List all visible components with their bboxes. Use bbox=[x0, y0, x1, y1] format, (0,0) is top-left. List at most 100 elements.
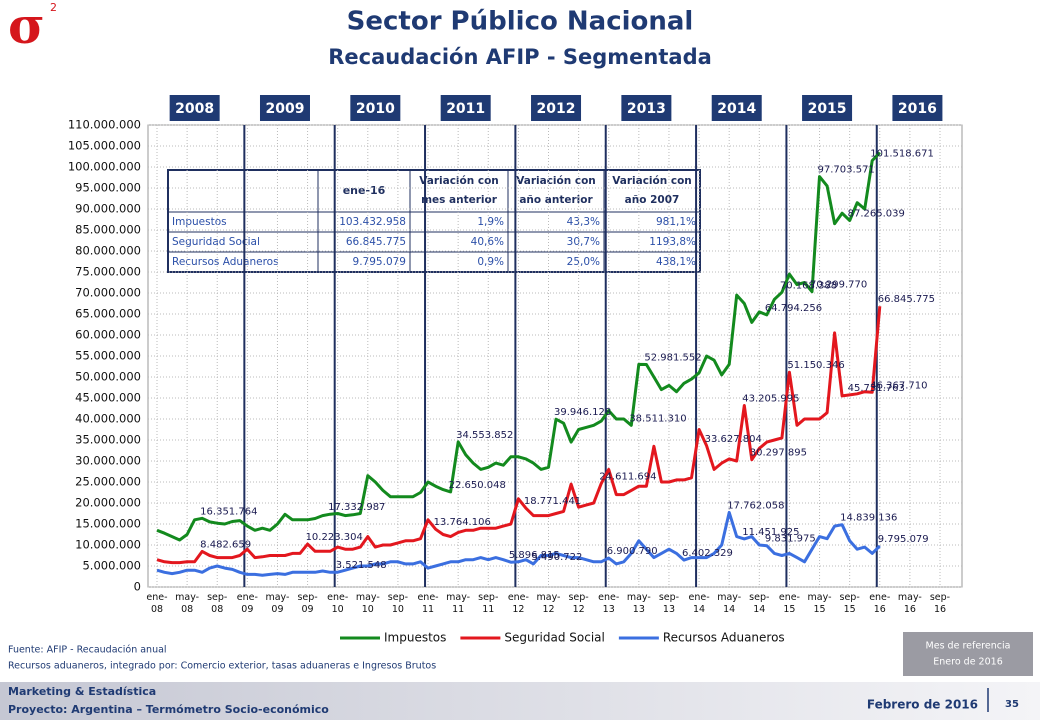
table-header: año anterior bbox=[519, 194, 593, 206]
y-tick-label: 70.000.000 bbox=[75, 286, 141, 300]
data-label: 66.845.775 bbox=[878, 294, 935, 305]
footer-text: Marketing & Estadística bbox=[8, 685, 156, 698]
y-tick-label: 10.000.000 bbox=[75, 538, 141, 552]
table-header: mes anterior bbox=[421, 194, 498, 206]
data-label: 13.764.106 bbox=[434, 517, 491, 528]
x-tick-label: ene-12 bbox=[508, 592, 529, 615]
data-label: 9.795.079 bbox=[878, 534, 929, 545]
data-label: 64.794.256 bbox=[765, 303, 822, 314]
data-label: 5.896.815 bbox=[509, 550, 560, 561]
data-label: 43.205.995 bbox=[742, 394, 799, 405]
year-label: 2016 bbox=[898, 101, 937, 117]
y-tick-label: 80.000.000 bbox=[75, 244, 141, 258]
legend-label: Seguridad Social bbox=[504, 631, 604, 645]
x-tick-label: ene-10 bbox=[327, 592, 348, 615]
y-tick-label: 95.000.000 bbox=[75, 181, 141, 195]
y-tick-label: 90.000.000 bbox=[75, 202, 141, 216]
note: Fuente: AFIP - Recaudación anual bbox=[8, 645, 167, 656]
data-label: 10.223.304 bbox=[306, 532, 363, 543]
table-cell: Seguridad Social bbox=[172, 236, 260, 248]
year-label: 2013 bbox=[627, 101, 666, 117]
y-tick-label: 105.000.000 bbox=[68, 139, 141, 153]
x-tick-label: ene-14 bbox=[689, 592, 710, 615]
data-label: 97.703.571 bbox=[818, 165, 875, 176]
x-tick-label: sep-15 bbox=[840, 592, 860, 615]
reference-text: Enero de 2016 bbox=[933, 657, 1002, 668]
y-tick-label: 50.000.000 bbox=[75, 370, 141, 384]
table-header: Variación con bbox=[612, 175, 692, 187]
y-tick-label: 5.000.000 bbox=[82, 559, 141, 573]
x-tick-label: sep-10 bbox=[388, 592, 408, 615]
series-line bbox=[156, 151, 881, 542]
x-tick-label: may-09 bbox=[265, 592, 289, 615]
y-tick-label: 100.000.000 bbox=[68, 160, 141, 174]
table-cell: 9.795.079 bbox=[353, 256, 406, 268]
y-tick-label: 65.000.000 bbox=[75, 307, 141, 321]
title: Sector Público Nacional bbox=[347, 7, 694, 37]
year-box bbox=[350, 95, 401, 121]
data-label: 5.490.722 bbox=[531, 552, 582, 563]
table-cell: 0,9% bbox=[477, 256, 504, 268]
y-tick-label: 40.000.000 bbox=[75, 412, 141, 426]
data-label: 45.731.763 bbox=[848, 383, 905, 394]
y-tick-label: 60.000.000 bbox=[75, 328, 141, 342]
year-box bbox=[259, 95, 310, 121]
x-tick-label: may-15 bbox=[808, 592, 832, 615]
table-cell: 40,6% bbox=[471, 236, 504, 248]
year-label: 2012 bbox=[537, 101, 576, 117]
year-box bbox=[711, 95, 762, 121]
logo-sup: 2 bbox=[50, 1, 57, 14]
table-cell: Impuestos bbox=[172, 216, 227, 228]
y-tick-label: 45.000.000 bbox=[75, 391, 141, 405]
y-tick-label: 30.000.000 bbox=[75, 454, 141, 468]
year-box bbox=[892, 95, 943, 121]
reference-box bbox=[903, 632, 1033, 676]
table-bg bbox=[167, 169, 701, 273]
data-label: 11.451.925 bbox=[742, 527, 799, 538]
x-tick-label: ene-15 bbox=[779, 592, 800, 615]
legend-label: Recursos Aduaneros bbox=[663, 631, 785, 645]
data-label: 16.351.764 bbox=[200, 506, 257, 517]
year-box bbox=[169, 95, 220, 121]
data-label: 52.981.552 bbox=[644, 352, 701, 363]
subtitle: Recaudación AFIP - Segmentada bbox=[328, 45, 712, 69]
series-line bbox=[156, 306, 882, 565]
y-tick-label: 20.000.000 bbox=[75, 496, 141, 510]
footer-date: Febrero de 2016 bbox=[867, 698, 978, 712]
x-tick-label: ene-09 bbox=[237, 592, 258, 615]
data-label: 101.518.671 bbox=[870, 149, 934, 160]
table-cell: 981,1% bbox=[656, 216, 696, 228]
y-tick-label: 15.000.000 bbox=[75, 517, 141, 531]
year-box bbox=[531, 95, 582, 121]
table-cell: 1193,8% bbox=[649, 236, 696, 248]
data-label: 22.650.048 bbox=[449, 480, 506, 491]
note: Recursos aduaneros, integrado por: Comer… bbox=[8, 661, 436, 672]
year-label: 2009 bbox=[266, 101, 305, 117]
series-line bbox=[156, 510, 881, 577]
year-label: 2014 bbox=[717, 101, 756, 117]
data-label: 17.762.058 bbox=[727, 500, 784, 511]
data-label: 70.168.388 bbox=[780, 280, 837, 291]
x-tick-label: ene-08 bbox=[146, 592, 167, 615]
data-label: 24.611.694 bbox=[599, 472, 656, 483]
x-tick-label: ene-11 bbox=[417, 592, 438, 615]
data-label: 70.299.770 bbox=[810, 280, 867, 291]
table-header: año 2007 bbox=[625, 194, 680, 206]
data-label: 18.771.441 bbox=[524, 496, 581, 507]
data-label: 17.332.987 bbox=[328, 502, 385, 513]
x-tick-label: sep-11 bbox=[478, 592, 498, 615]
data-label: 3.521.548 bbox=[336, 560, 387, 571]
x-tick-label: may-13 bbox=[627, 592, 651, 615]
logo: σ bbox=[8, 0, 45, 55]
x-tick-label: may-10 bbox=[356, 592, 380, 615]
x-tick-label: ene-16 bbox=[869, 592, 890, 615]
table-cell: 30,7% bbox=[567, 236, 600, 248]
x-tick-label: may-11 bbox=[446, 592, 470, 615]
table-cell: 438,1% bbox=[656, 256, 696, 268]
year-label: 2008 bbox=[175, 101, 214, 117]
table-cell: Recursos Aduaneros bbox=[172, 256, 279, 268]
data-label: 14.839.136 bbox=[840, 513, 897, 524]
data-label: 6.402.329 bbox=[682, 548, 733, 559]
